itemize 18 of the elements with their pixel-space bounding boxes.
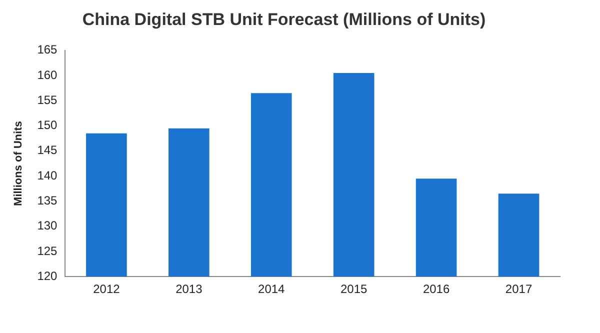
y-tick-label: 125 xyxy=(37,244,58,258)
y-tick-label: 160 xyxy=(37,68,58,82)
x-tick-label: 2012 xyxy=(93,282,120,296)
x-tick-label: 2014 xyxy=(258,282,286,296)
x-tick-label: 2016 xyxy=(422,282,450,296)
y-tick-label: 150 xyxy=(37,118,58,132)
chart-title: China Digital STB Unit Forecast (Millions of Units) xyxy=(82,10,486,29)
y-tick-label: 155 xyxy=(37,92,58,107)
x-tick-label: 2015 xyxy=(340,282,368,296)
y-tick-label: 130 xyxy=(37,218,58,233)
x-tick-label: 2017 xyxy=(505,282,532,296)
y-axis-title: Millions of Units xyxy=(12,121,25,206)
y-tick-label: 145 xyxy=(37,143,58,158)
y-tick-label: 165 xyxy=(37,42,58,57)
x-tick-label: 2013 xyxy=(176,282,203,296)
y-tick-label: 140 xyxy=(37,168,58,182)
y-tick-label: 135 xyxy=(37,194,58,208)
y-tick-label: 120 xyxy=(37,268,58,283)
